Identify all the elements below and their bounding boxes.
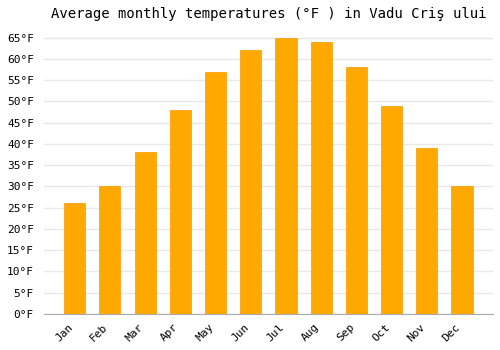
Title: Average monthly temperatures (°F ) in Vadu Criş ului: Average monthly temperatures (°F ) in Va… <box>50 7 486 21</box>
Bar <box>310 42 332 314</box>
Bar <box>416 148 438 314</box>
Bar <box>346 67 367 314</box>
Bar <box>240 50 262 314</box>
Bar <box>381 106 402 314</box>
Bar <box>452 187 472 314</box>
Bar <box>205 72 226 314</box>
Bar <box>276 37 296 314</box>
Bar <box>134 152 156 314</box>
Bar <box>170 110 191 314</box>
Bar <box>64 203 85 314</box>
Bar <box>100 187 120 314</box>
